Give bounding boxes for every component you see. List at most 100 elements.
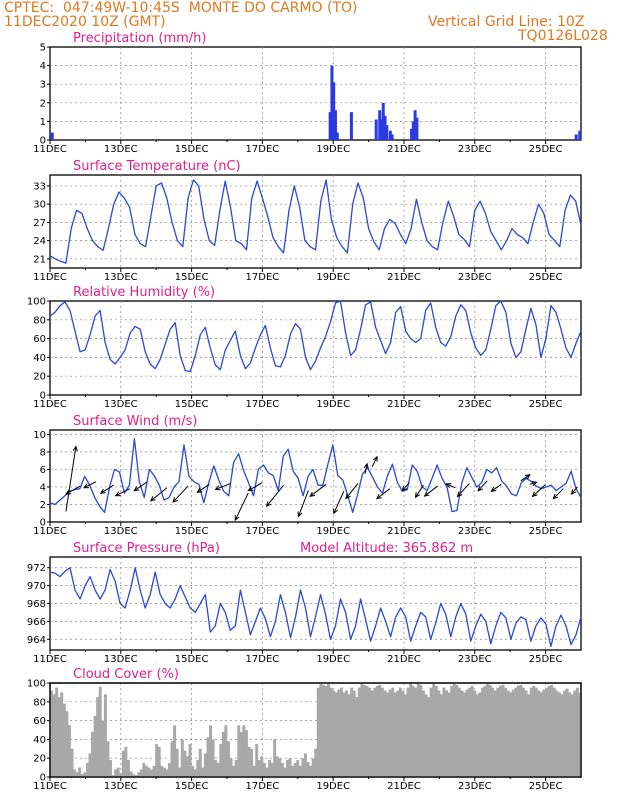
- cloud-bar: [291, 765, 295, 777]
- cloud-bar: [144, 765, 148, 777]
- cloud-bar: [106, 741, 110, 777]
- cloud-bar: [345, 690, 348, 777]
- wind-arrowhead: [414, 492, 421, 499]
- x-tick-label: 11DEC: [33, 526, 67, 537]
- cloud-bar: [221, 731, 225, 777]
- model-code: TQ0126L028: [518, 28, 608, 44]
- x-tick-label: 15DEC: [175, 144, 209, 155]
- cloud-bar: [185, 756, 189, 777]
- cloud-bar: [388, 689, 392, 777]
- cloud-bar: [437, 690, 441, 777]
- cloud-bar: [196, 760, 200, 777]
- panel-6: 0 20 40 60 80 100 11DEC 13DEC 15DEC 17DEC 19DEC 21D…: [27, 667, 582, 792]
- precip-bar: [374, 119, 378, 140]
- cloud-bar: [421, 690, 425, 777]
- cloud-bar: [575, 687, 579, 777]
- cloud-bar: [434, 685, 438, 777]
- cloud-bar: [350, 687, 354, 777]
- cloud-bar: [357, 687, 361, 777]
- y-tick-label: 968: [27, 599, 46, 610]
- cloud-bar: [203, 753, 207, 777]
- y-tick-label: 20: [33, 372, 46, 383]
- cloud-bar: [473, 690, 477, 777]
- cloud-bar: [114, 769, 118, 777]
- wind-vector: [571, 486, 578, 495]
- x-tick-label: 11DEC: [33, 272, 67, 283]
- cloud-bar: [419, 684, 423, 777]
- cloud-bar: [88, 753, 92, 777]
- wind-vector: [457, 483, 470, 497]
- cloud-bar: [109, 760, 112, 777]
- y-tick-label: 6: [40, 465, 46, 476]
- panel-4: 0 2 4 6 8 10 11DEC 13DEC 15DEC 17DEC 19DEC 21DEC 23D…: [33, 414, 582, 537]
- y-tick-label: 2: [40, 500, 46, 511]
- cloud-bar: [375, 685, 379, 777]
- cloud-bar: [175, 748, 179, 777]
- wind-arrowhead: [149, 496, 156, 502]
- precip-bar: [578, 130, 582, 140]
- cloud-bar: [132, 774, 136, 777]
- cloud-bar: [139, 769, 143, 777]
- precip-bar: [333, 110, 337, 140]
- wind-vector: [477, 480, 488, 492]
- cloud-bar: [60, 692, 64, 777]
- precip-bar: [379, 119, 383, 140]
- wind-vector: [424, 485, 438, 497]
- wind-arrowhead: [445, 483, 452, 488]
- y-tick-label: 970: [27, 581, 46, 592]
- y-tick-label: 27: [33, 218, 46, 229]
- wind-arrowhead: [401, 485, 408, 492]
- x-tick-label: 17DEC: [246, 526, 280, 537]
- precip-bar: [574, 134, 578, 140]
- y-tick-label: 2: [40, 98, 46, 109]
- cloud-bar: [460, 690, 464, 777]
- panel-2: 21 24 27 30 33 11DEC 13DEC 15DEC 17DEC 19DEC 21DEC…: [33, 159, 582, 283]
- x-tick-label: 15DEC: [175, 781, 209, 792]
- plot-frame: [49, 429, 582, 523]
- cloud-bar: [524, 690, 528, 777]
- cloud-bar: [70, 748, 74, 777]
- wind-arrowhead: [531, 491, 538, 498]
- x-tick-label: 23DEC: [458, 272, 492, 283]
- wind-arrowhead: [531, 480, 538, 487]
- precip-bar: [388, 130, 392, 140]
- x-tick-label: 13DEC: [104, 526, 138, 537]
- wind-arrowhead: [172, 497, 178, 503]
- wind-vector: [532, 483, 546, 497]
- y-tick-label: 3: [40, 80, 46, 91]
- cloud-bar: [129, 771, 133, 777]
- wind-arrowhead: [524, 474, 531, 480]
- cloud-bar: [373, 687, 377, 777]
- wind-vector: [309, 483, 327, 497]
- x-tick-label: 13DEC: [104, 144, 138, 155]
- precip-bar: [385, 125, 389, 140]
- cloud-bar: [301, 758, 305, 777]
- cloud-bar: [234, 760, 238, 777]
- cloud-bar: [57, 697, 61, 777]
- wind-arrowhead: [114, 491, 121, 497]
- y-tick-label: 80: [33, 697, 46, 708]
- series-line: [49, 179, 582, 264]
- cloud-bar: [229, 758, 233, 777]
- cloud-bar: [275, 756, 279, 777]
- y-tick-label: 4: [40, 61, 46, 72]
- cloud-bar: [116, 767, 120, 777]
- x-tick-label: 15DEC: [175, 526, 209, 537]
- cloud-bar: [393, 692, 397, 777]
- cloud-bar: [522, 687, 525, 777]
- cloud-bar: [52, 694, 56, 777]
- cloud-bar: [201, 767, 205, 777]
- cloud-bar: [439, 694, 443, 777]
- cloud-bar: [255, 744, 259, 777]
- cloud-bar: [334, 692, 338, 777]
- x-tick-label: 25DEC: [529, 272, 563, 283]
- cloud-bar: [560, 694, 564, 777]
- cloud-bar: [386, 692, 390, 777]
- wind-vector: [100, 484, 114, 494]
- cloud-bar: [80, 774, 84, 777]
- cloud-bar: [298, 765, 302, 777]
- cloud-bar: [406, 687, 410, 777]
- cloud-bar: [219, 744, 223, 777]
- x-tick-label: 23DEC: [458, 526, 492, 537]
- cloud-bar: [78, 767, 82, 777]
